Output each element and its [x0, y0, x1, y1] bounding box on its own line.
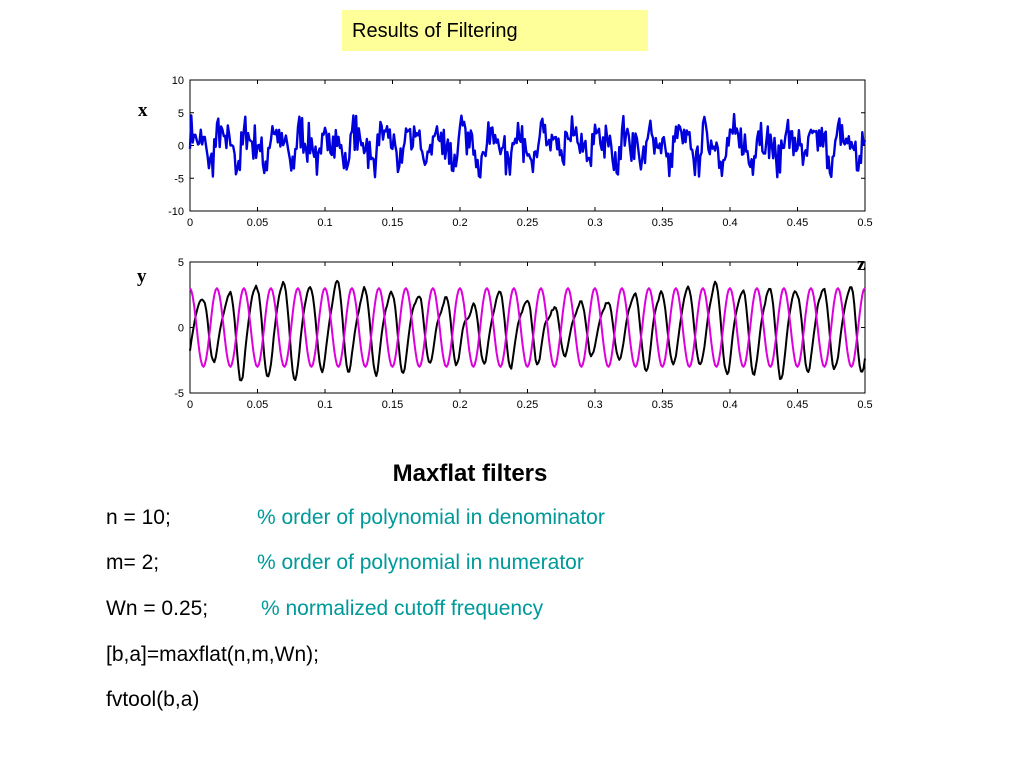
y-tick-label: -5 [174, 388, 184, 400]
y-tick-label: 0 [178, 141, 184, 153]
x-tick-label: 0.15 [382, 399, 403, 411]
x-tick-label: 0 [187, 399, 193, 411]
code-line-1: n = 10; [106, 506, 171, 529]
x-tick-label: 0.05 [247, 399, 268, 411]
x-tick-label: 0.4 [722, 399, 737, 411]
code-line-5: fvtool(b,a) [106, 688, 200, 711]
y-tick-label: 10 [172, 75, 184, 87]
x-tick-label: 0.3 [587, 399, 602, 411]
results-title: Results of Filtering [352, 20, 518, 42]
x-tick-label: 0.35 [652, 399, 673, 411]
x-tick-label: 0.4 [722, 217, 737, 229]
y-tick-label: 0 [178, 323, 184, 335]
x-tick-label: 0.3 [587, 217, 602, 229]
comment-line-1: % order of polynomial in denominator [257, 506, 605, 529]
x-tick-label: 0.5 [857, 217, 872, 229]
x-tick-label: 0.15 [382, 217, 403, 229]
y-tick-label: 5 [178, 108, 184, 120]
series-z-reference [189, 287, 866, 368]
section-title: Maxflat filters [392, 460, 548, 487]
code-line-4: [b,a]=maxflat(n,m,Wn); [106, 643, 319, 666]
label-y: y [137, 266, 147, 287]
x-tick-label: 0.1 [317, 217, 332, 229]
code-line-2: m= 2; [106, 551, 160, 574]
x-tick-label: 0.25 [517, 399, 538, 411]
x-tick-label: 0.1 [317, 399, 332, 411]
results-title-box: Results of Filtering [342, 10, 648, 51]
y-tick-label: 5 [178, 257, 184, 269]
y-tick-label: -10 [168, 206, 184, 218]
x-tick-label: 0.2 [452, 399, 467, 411]
comment-line-2: % order of polynomial in numerator [257, 551, 584, 574]
label-x: x [138, 100, 148, 121]
series-x-noisy [188, 112, 867, 179]
x-tick-label: 0.45 [787, 399, 808, 411]
x-tick-label: 0.35 [652, 217, 673, 229]
x-tick-label: 0 [187, 217, 193, 229]
plot-top: 0 0.05 0.1 0.15 0.2 0.25 0.3 0.35 0.4 0.45 0.5 10 5 0… [168, 75, 873, 229]
plot-bottom: 0 0.05 0.1 0.15 0.2 0.25 0.3 0.35 0.4 0.45 0.550-5 [174, 257, 872, 411]
label-z: z [857, 254, 866, 275]
x-tick-label: 0.05 [247, 217, 268, 229]
x-tick-label: 0.2 [452, 217, 467, 229]
y-tick-label: -5 [174, 173, 184, 185]
axes-frame-top [189, 79, 866, 212]
x-tick-label: 0.5 [857, 399, 872, 411]
code-line-3: Wn = 0.25; [106, 597, 209, 620]
x-tick-label: 0.45 [787, 217, 808, 229]
comment-line-3: % normalized cutoff frequency [261, 597, 544, 620]
x-tick-label: 0.25 [517, 217, 538, 229]
series-y-filtered [189, 279, 866, 382]
